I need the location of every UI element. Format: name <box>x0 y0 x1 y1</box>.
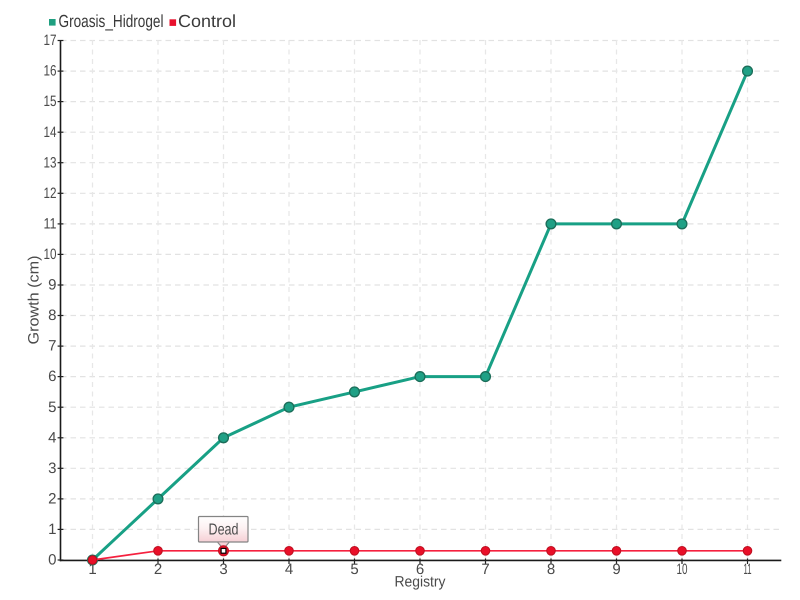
svg-text:8: 8 <box>547 561 555 578</box>
svg-text:Groasis_Hidrogel: Groasis_Hidrogel <box>59 11 164 31</box>
svg-text:13: 13 <box>44 154 57 171</box>
svg-text:7: 7 <box>48 338 56 355</box>
svg-text:2: 2 <box>48 491 56 508</box>
svg-text:7: 7 <box>481 561 489 578</box>
svg-text:4: 4 <box>48 429 56 446</box>
svg-text:6: 6 <box>416 561 424 578</box>
svg-text:1: 1 <box>88 561 96 578</box>
svg-text:Dead: Dead <box>209 522 239 539</box>
svg-text:5: 5 <box>350 561 358 578</box>
svg-text:8: 8 <box>48 307 56 324</box>
svg-text:2: 2 <box>154 561 162 578</box>
svg-text:Control: Control <box>178 11 236 31</box>
svg-text:1: 1 <box>48 521 56 538</box>
svg-text:5: 5 <box>48 399 56 416</box>
svg-text:3: 3 <box>219 561 227 578</box>
svg-text:16: 16 <box>44 63 57 80</box>
svg-text:9: 9 <box>48 277 56 294</box>
svg-text:3: 3 <box>48 460 56 477</box>
svg-text:Registry: Registry <box>395 574 446 591</box>
svg-text:11: 11 <box>44 216 57 233</box>
svg-text:17: 17 <box>44 32 57 49</box>
svg-text:14: 14 <box>44 124 57 141</box>
svg-text:6: 6 <box>48 368 56 385</box>
svg-text:15: 15 <box>44 93 57 110</box>
svg-text:0: 0 <box>48 552 56 569</box>
svg-text:10: 10 <box>44 246 57 263</box>
svg-text:Growth (cm): Growth (cm) <box>26 255 43 344</box>
svg-text:10: 10 <box>677 561 688 578</box>
svg-text:9: 9 <box>612 561 620 578</box>
svg-text:11: 11 <box>744 561 752 578</box>
svg-text:12: 12 <box>44 185 57 202</box>
svg-text:4: 4 <box>285 561 293 578</box>
